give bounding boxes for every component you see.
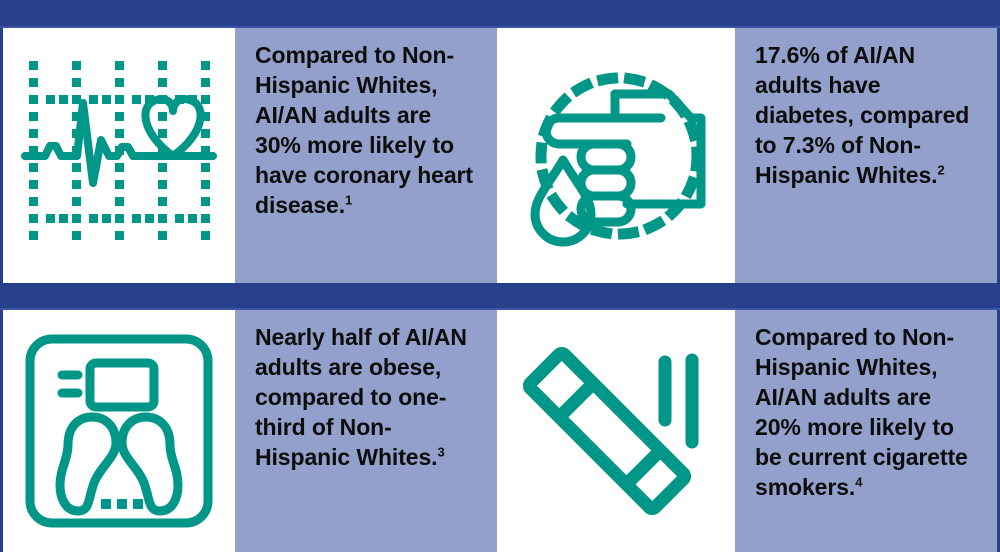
right-rail-top: [997, 28, 1000, 283]
footnote-marker-1: 1: [345, 192, 353, 208]
left-rail-top: [0, 28, 3, 283]
text-pane-cigarette-smoking: Compared to Non-Hispanic Whites, AI/AN a…: [735, 310, 997, 552]
icon-pane-cigarette-smoking: [503, 310, 735, 552]
middle-blue-band: [0, 283, 1000, 308]
footnote-marker-2: 2: [937, 162, 945, 178]
middle-band-underline: [0, 308, 1000, 310]
top-blue-band: [0, 0, 1000, 26]
stat-body-obesity: Nearly half of AI/AN adults are obese, c…: [255, 324, 467, 470]
stat-body-coronary-heart-disease: Compared to Non-Hispanic Whites, AI/AN a…: [255, 42, 473, 218]
ecg-heartbeat-icon: [21, 60, 217, 240]
stat-text-coronary-heart-disease: Compared to Non-Hispanic Whites, AI/AN a…: [255, 40, 483, 220]
cigarette-smoke-icon: [522, 346, 699, 516]
bathroom-scale-icon: [25, 334, 213, 528]
stat-body-cigarette-smoking: Compared to Non-Hispanic Whites, AI/AN a…: [755, 324, 968, 500]
left-rail-bottom: [0, 310, 3, 552]
right-rail-bottom: [997, 310, 1000, 552]
top-band-underline: [0, 26, 1000, 28]
text-pane-diabetes: 17.6% of AI/AN adults have diabetes, com…: [735, 28, 997, 283]
icon-pane-diabetes: [503, 28, 735, 283]
icon-pane-obesity: [3, 310, 235, 552]
text-pane-obesity: Nearly half of AI/AN adults are obese, c…: [235, 310, 497, 552]
stat-text-diabetes: 17.6% of AI/AN adults have diabetes, com…: [755, 40, 983, 190]
footnote-marker-4: 4: [855, 474, 863, 490]
footnote-marker-3: 3: [437, 444, 445, 460]
stat-text-cigarette-smoking: Compared to Non-Hispanic Whites, AI/AN a…: [755, 322, 983, 502]
stat-cell-obesity: Nearly half of AI/AN adults are obese, c…: [3, 310, 497, 552]
stat-text-obesity: Nearly half of AI/AN adults are obese, c…: [255, 322, 483, 472]
text-pane-coronary-heart-disease: Compared to Non-Hispanic Whites, AI/AN a…: [235, 28, 497, 283]
stat-body-diabetes: 17.6% of AI/AN adults have diabetes, com…: [755, 42, 970, 188]
icon-pane-coronary-heart-disease: [3, 28, 235, 283]
stat-cell-diabetes: 17.6% of AI/AN adults have diabetes, com…: [503, 28, 997, 283]
stat-cell-cigarette-smoking: Compared to Non-Hispanic Whites, AI/AN a…: [503, 310, 997, 552]
blood-glucose-finger-prick-icon: [530, 72, 706, 246]
stat-cell-coronary-heart-disease: Compared to Non-Hispanic Whites, AI/AN a…: [3, 28, 497, 283]
